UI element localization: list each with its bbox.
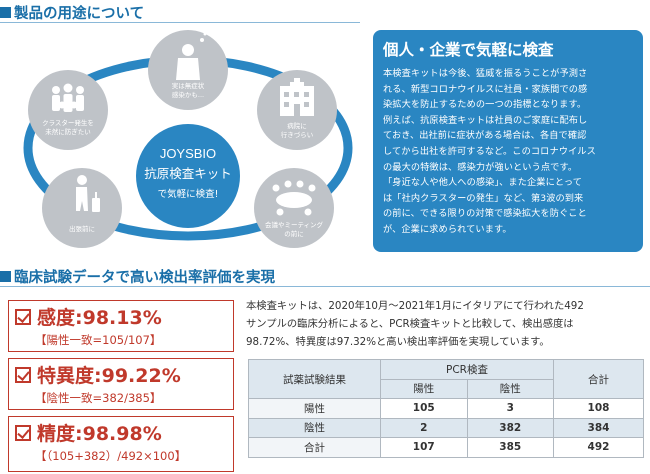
metric-specificity: 特異度:99.22% 【陰性一致=382/385】 <box>8 358 234 410</box>
square-bullet-icon <box>0 271 11 282</box>
divider <box>0 286 650 287</box>
metric-sub: 【陰性一致=382/385】 <box>35 391 162 405</box>
table-row-header: 試薬試験結果 <box>248 359 381 399</box>
hospital-icon <box>280 78 314 116</box>
table-cell: 合計 <box>248 437 381 458</box>
worried-person-icon <box>176 32 207 80</box>
divider <box>0 22 360 23</box>
info-line: の前に、できる限りの対策で感染拡大を防ぐこと <box>383 208 587 220</box>
node-label-line: 感染かも... <box>172 90 204 99</box>
node-label-line: 行きづらい <box>281 130 314 139</box>
info-line: 例えば、抗原検査キットは社員のご家庭に配布し <box>383 114 588 126</box>
info-line: の最大の特徴は、感染力が強いという点です。 <box>383 161 578 173</box>
node-label-line: 実は無症状 <box>172 81 205 90</box>
metric-title: 特異度:99.22% <box>37 365 181 387</box>
info-line: してから出社を許可するなど。このコロナウイルス <box>383 145 596 157</box>
info-line: 本検査キットは今後、猛威を振るうことが予測さ <box>383 68 588 79</box>
usage-diagram: JOYSBIO 抗原検査キット で気軽に検査! クラスター発生を 未然に防ぎたい… <box>23 30 353 248</box>
checkbox-icon <box>15 424 31 441</box>
info-body: 本検査キットは今後、猛威を振るうことが予測さ れる、新型コロナウイルスに社員・家… <box>383 66 633 238</box>
node-hospital: 病院に 行きづらい <box>257 70 337 150</box>
checkbox-icon <box>15 308 31 325</box>
table-cell: 382 <box>466 417 554 438</box>
table-cell: 384 <box>553 417 644 438</box>
traveler-luggage-icon <box>76 175 100 212</box>
info-line: れる、新型コロナウイルスに社員・家族間での感 <box>383 83 588 95</box>
description-line: サンプルの臨床分析によると、PCR検査キットと比較して、検出感度は <box>246 318 574 330</box>
info-line: 「身近な人や他人への感染」、また企業にとって <box>383 177 582 189</box>
node-label-line: 出張前に <box>69 224 95 233</box>
table-col-negative: 陰性 <box>466 378 554 399</box>
meeting-table-icon <box>272 180 316 216</box>
table-cell: 108 <box>553 398 644 419</box>
info-line: ておき、出社前に症状がある場合は、各自で確認 <box>383 130 587 142</box>
clinical-description: 本検査キットは、2020年10月～2021年1月にイタリアにて行われた492 サ… <box>246 297 644 351</box>
table-cell: 107 <box>380 437 468 458</box>
table-total-header: 合計 <box>553 359 644 399</box>
table-col-positive: 陽性 <box>380 378 468 399</box>
info-line: は「社内クラスターの発生」など、第3波の到来 <box>383 192 584 204</box>
metric-sub: 【陽性一致=105/107】 <box>35 333 162 347</box>
section-heading-clinical: 臨床試験データで高い検出率評価を実現 <box>0 266 275 287</box>
metric-accuracy: 精度:98.98% 【（105+382）/492×100】 <box>8 416 234 472</box>
metric-title: 感度:98.13% <box>37 307 162 329</box>
section-heading-usage: 製品の用途について <box>0 2 144 23</box>
node-label-line: 会議やミーティング <box>265 220 324 229</box>
table-cell: 385 <box>466 437 554 458</box>
table-row: 陽性 105 3 108 <box>248 398 644 419</box>
node-asymptomatic: 実は無症状 感染かも... <box>148 30 228 110</box>
section-title: 製品の用途について <box>14 6 145 22</box>
info-line: 染拡大を防止するための一つの指標となります。 <box>383 99 587 111</box>
node-label-line: の前に <box>284 229 304 238</box>
node-label-line: 未然に防ぎたい <box>45 127 91 136</box>
node-label-line: 病院に <box>287 121 307 130</box>
table-group-header: PCR検査 <box>380 359 554 380</box>
square-bullet-icon <box>0 7 11 18</box>
node-cluster: クラスター発生を 未然に防ぎたい <box>28 70 108 150</box>
info-title: 個人・企業で気軽に検査 <box>383 41 554 59</box>
description-line: 98.72%、特異度は97.32%と高い検出率評価を実現しています。 <box>246 336 550 348</box>
metric-sub: 【（105+382）/492×100】 <box>35 449 187 463</box>
table-cell: 3 <box>466 398 554 419</box>
description-line: 本検査キットは、2020年10月～2021年1月にイタリアにて行われた492 <box>246 300 584 312</box>
table-cell: 492 <box>553 437 644 458</box>
node-label-line: クラスター発生を <box>42 118 94 127</box>
table-row: 陰性 2 382 384 <box>248 417 644 438</box>
center-product: 抗原検査キット <box>144 166 232 181</box>
table-cell: 105 <box>380 398 468 419</box>
group-people-icon <box>52 83 84 112</box>
metric-sensitivity: 感度:98.13% 【陽性一致=105/107】 <box>8 300 234 352</box>
info-line: が、企業に求められています。 <box>383 223 512 235</box>
node-meeting: 会議やミーティング の前に <box>254 168 334 248</box>
section-title: 臨床試験データで高い検出率評価を実現 <box>14 270 275 286</box>
info-panel: 個人・企業で気軽に検査 本検査キットは今後、猛威を振るうことが予測さ れる、新型… <box>373 30 643 252</box>
table-cell: 2 <box>380 417 468 438</box>
table-row: 合計 107 385 492 <box>248 437 644 458</box>
table-cell: 陽性 <box>248 398 381 419</box>
center-badge: JOYSBIO 抗原検査キット で気軽に検査! <box>136 124 240 228</box>
checkbox-icon <box>15 366 31 383</box>
results-table: 試薬試験結果 PCR検査 合計 陽性 陰性 陽性 105 3 108 陰性 2 … <box>248 359 644 458</box>
node-business-trip: 出張前に <box>42 168 122 248</box>
center-tagline: で気軽に検査! <box>158 188 219 200</box>
center-brand: JOYSBIO <box>160 146 216 161</box>
metric-title: 精度:98.98% <box>37 423 162 445</box>
table-cell: 陰性 <box>248 417 381 438</box>
